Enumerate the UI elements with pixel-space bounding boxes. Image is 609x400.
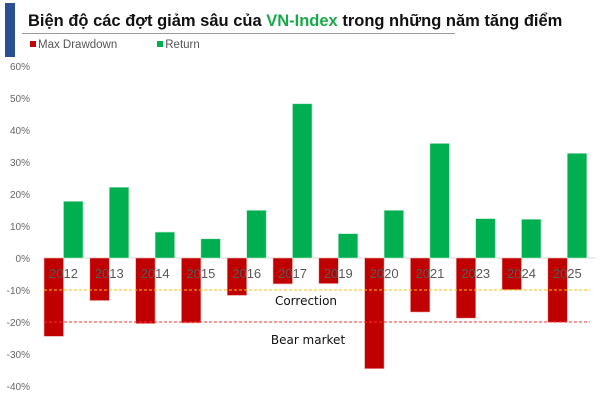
bar-return-2017 bbox=[292, 103, 313, 259]
legend-swatch-return bbox=[157, 41, 164, 47]
bar-drawdown-2025 bbox=[547, 257, 568, 323]
bar-drawdown-2021 bbox=[410, 257, 431, 313]
bar-drawdown-2019 bbox=[318, 257, 339, 284]
title-highlight: VN-Index bbox=[266, 12, 338, 30]
bar-drawdown-2023 bbox=[455, 257, 477, 319]
bar-return-2025 bbox=[566, 153, 588, 259]
bar-return-2024 bbox=[521, 218, 542, 259]
bar-return-2016 bbox=[246, 210, 267, 259]
legend-item-drawdown: Max Drawdown bbox=[30, 39, 117, 51]
y-tick-label: -20% bbox=[7, 318, 30, 329]
bar-drawdown-2012 bbox=[43, 257, 64, 337]
bar-drawdown-2017 bbox=[272, 257, 293, 285]
y-tick-label: 50% bbox=[10, 94, 30, 105]
x-tick-label: 2012 bbox=[49, 266, 78, 281]
title-text-end: trong những năm tăng điểm bbox=[337, 12, 563, 30]
y-tick-label: 20% bbox=[10, 190, 30, 201]
y-tick-label: 10% bbox=[10, 222, 30, 233]
bar-return-2023 bbox=[475, 218, 496, 259]
x-tick-label: 2024 bbox=[507, 266, 536, 281]
x-tick-label: 2019 bbox=[324, 266, 353, 281]
bar-return-2015 bbox=[200, 238, 221, 259]
bar-return-2019 bbox=[337, 233, 359, 259]
bar-return-2014 bbox=[154, 231, 175, 259]
y-tick-label: 0% bbox=[16, 254, 31, 265]
x-tick-label: 2014 bbox=[141, 266, 170, 281]
correction-label: Correction bbox=[275, 294, 337, 308]
bar-return-2020 bbox=[383, 210, 404, 259]
bar-drawdown-2020 bbox=[364, 257, 385, 370]
y-tick-label: 30% bbox=[10, 158, 30, 169]
bear-market-label: Bear market bbox=[271, 333, 346, 347]
x-tick-label: 2017 bbox=[278, 266, 307, 281]
x-tick-label: 2023 bbox=[461, 266, 490, 281]
x-tick-label: 2016 bbox=[232, 266, 261, 281]
legend: Max Drawdown Return bbox=[30, 39, 200, 51]
accent-bar bbox=[5, 3, 15, 57]
y-tick-label: -30% bbox=[7, 350, 30, 361]
y-tick-label: -10% bbox=[7, 286, 30, 297]
x-tick-label: 2020 bbox=[370, 266, 399, 281]
bar-drawdown-2014 bbox=[135, 257, 156, 324]
x-tick-label: 2013 bbox=[95, 266, 124, 281]
bar-return-2013 bbox=[109, 186, 130, 259]
y-tick-label: 60% bbox=[10, 62, 30, 73]
legend-label-return: Return bbox=[165, 39, 200, 51]
title-underline bbox=[22, 33, 455, 34]
y-tick-label: -40% bbox=[7, 382, 30, 393]
title-text: Biện độ các đợt giảm sâu của bbox=[28, 12, 267, 30]
legend-swatch-drawdown bbox=[30, 41, 36, 47]
x-tick-label: 2021 bbox=[415, 266, 444, 281]
bar-return-2012 bbox=[63, 201, 84, 259]
x-tick-label: 2025 bbox=[553, 266, 582, 281]
bar-drawdown-2016 bbox=[226, 257, 247, 296]
chart-title: Biện độ các đợt giảm sâu của VN-Index tr… bbox=[28, 12, 562, 31]
legend-item-return: Return bbox=[157, 39, 200, 51]
y-tick-label: 40% bbox=[10, 126, 30, 137]
x-tick-label: 2015 bbox=[186, 266, 215, 281]
legend-label-drawdown: Max Drawdown bbox=[38, 39, 118, 51]
bar-return-2021 bbox=[429, 143, 450, 259]
